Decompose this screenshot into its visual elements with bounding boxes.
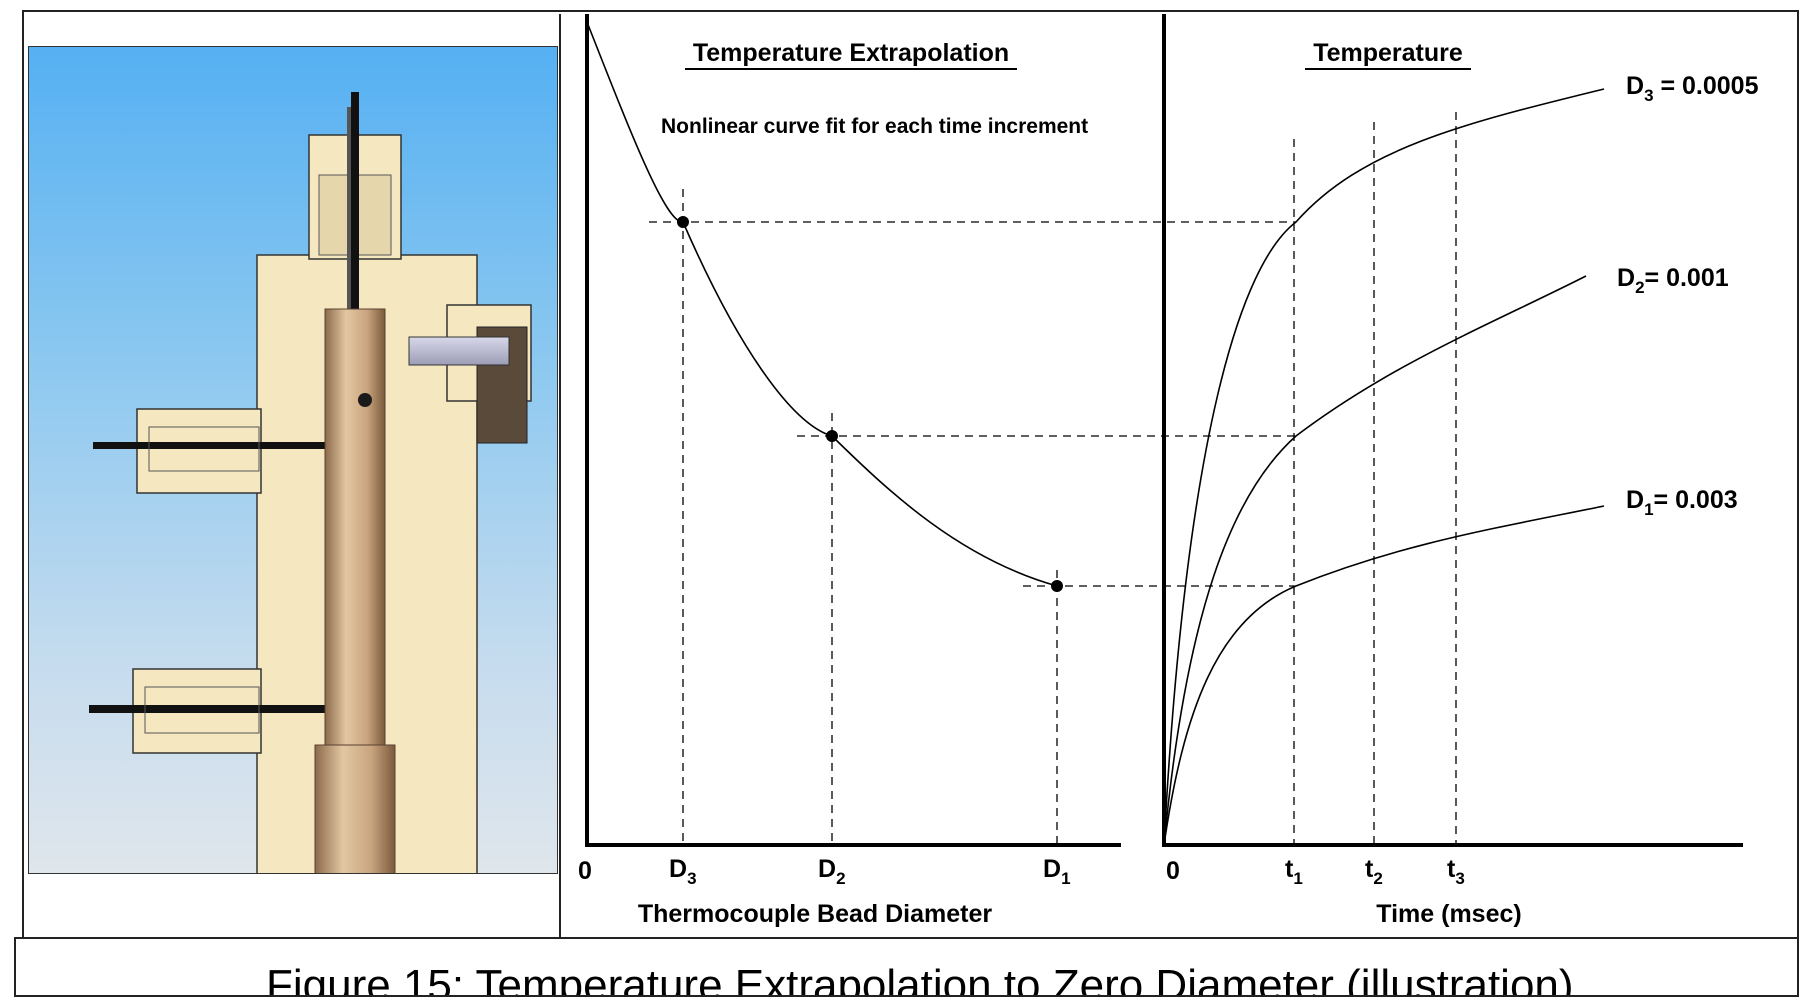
temperature-x-axis-label: Time (msec) <box>1376 900 1521 928</box>
tick-label-d3: D3 <box>669 855 697 888</box>
fixture-cutaway-illustration <box>28 46 558 874</box>
fixture-drawing <box>89 92 532 873</box>
tick-label-d1: D1 <box>1043 855 1071 888</box>
extrapolation-x-axis-label: Thermocouple Bead Diameter <box>638 900 993 928</box>
chart-panel: Temperature Extrapolation Nonlinear curv… <box>559 14 1799 938</box>
tick-label-t3: t3 <box>1447 855 1465 888</box>
figure-caption: Figure 15: Temperature Extrapolation to … <box>266 961 1574 997</box>
lower-left-thermocouple <box>89 705 359 713</box>
upper-left-thermocouple <box>93 442 363 449</box>
series-label-d1: D1= 0.003 <box>1626 486 1738 519</box>
tube-port-hole <box>358 393 372 407</box>
nonlinear-fit-annotation: Nonlinear curve fit for each time increm… <box>661 115 1088 138</box>
series-label-d3: D3 = 0.0005 <box>1626 72 1759 105</box>
tick-label-t2: t2 <box>1365 855 1383 888</box>
series-curve-d2 <box>1163 275 1587 846</box>
figure-caption-box: Figure 15: Temperature Extrapolation to … <box>14 937 1799 997</box>
point-d1 <box>1051 580 1063 592</box>
point-d3 <box>677 216 689 228</box>
extrapolation-origin-label: 0 <box>578 857 592 885</box>
extrapolation-curve <box>586 21 1058 587</box>
top-thermocouple-rod <box>351 92 359 362</box>
upper-left-fitting <box>136 408 262 494</box>
upper-left-fitting-inner <box>148 426 260 472</box>
right-port-insert <box>408 336 510 366</box>
temperature-origin-label: 0 <box>1166 857 1180 885</box>
series-label-d2: D2= 0.001 <box>1617 264 1729 297</box>
tick-label-t1: t1 <box>1285 855 1303 888</box>
lower-left-fitting-inner <box>144 686 260 734</box>
top-thermocouple-sheath <box>347 107 351 357</box>
tick-label-d2: D2 <box>818 855 846 888</box>
charts-svg: Temperature Extrapolation Nonlinear curv… <box>578 14 1759 928</box>
temperature-title: Temperature <box>1313 39 1463 67</box>
temperature-chart: Temperature D3 = 0.0005 D2= 0.001 D1= 0.… <box>1162 14 1759 928</box>
extrapolation-title: Temperature Extrapolation <box>693 39 1009 67</box>
series-curve-d1 <box>1163 505 1605 846</box>
series-curve-d3 <box>1163 88 1605 846</box>
central-tube <box>324 308 386 746</box>
point-d2 <box>826 430 838 442</box>
tube-base <box>314 744 396 873</box>
extrapolation-chart: Temperature Extrapolation Nonlinear curv… <box>578 14 1296 928</box>
